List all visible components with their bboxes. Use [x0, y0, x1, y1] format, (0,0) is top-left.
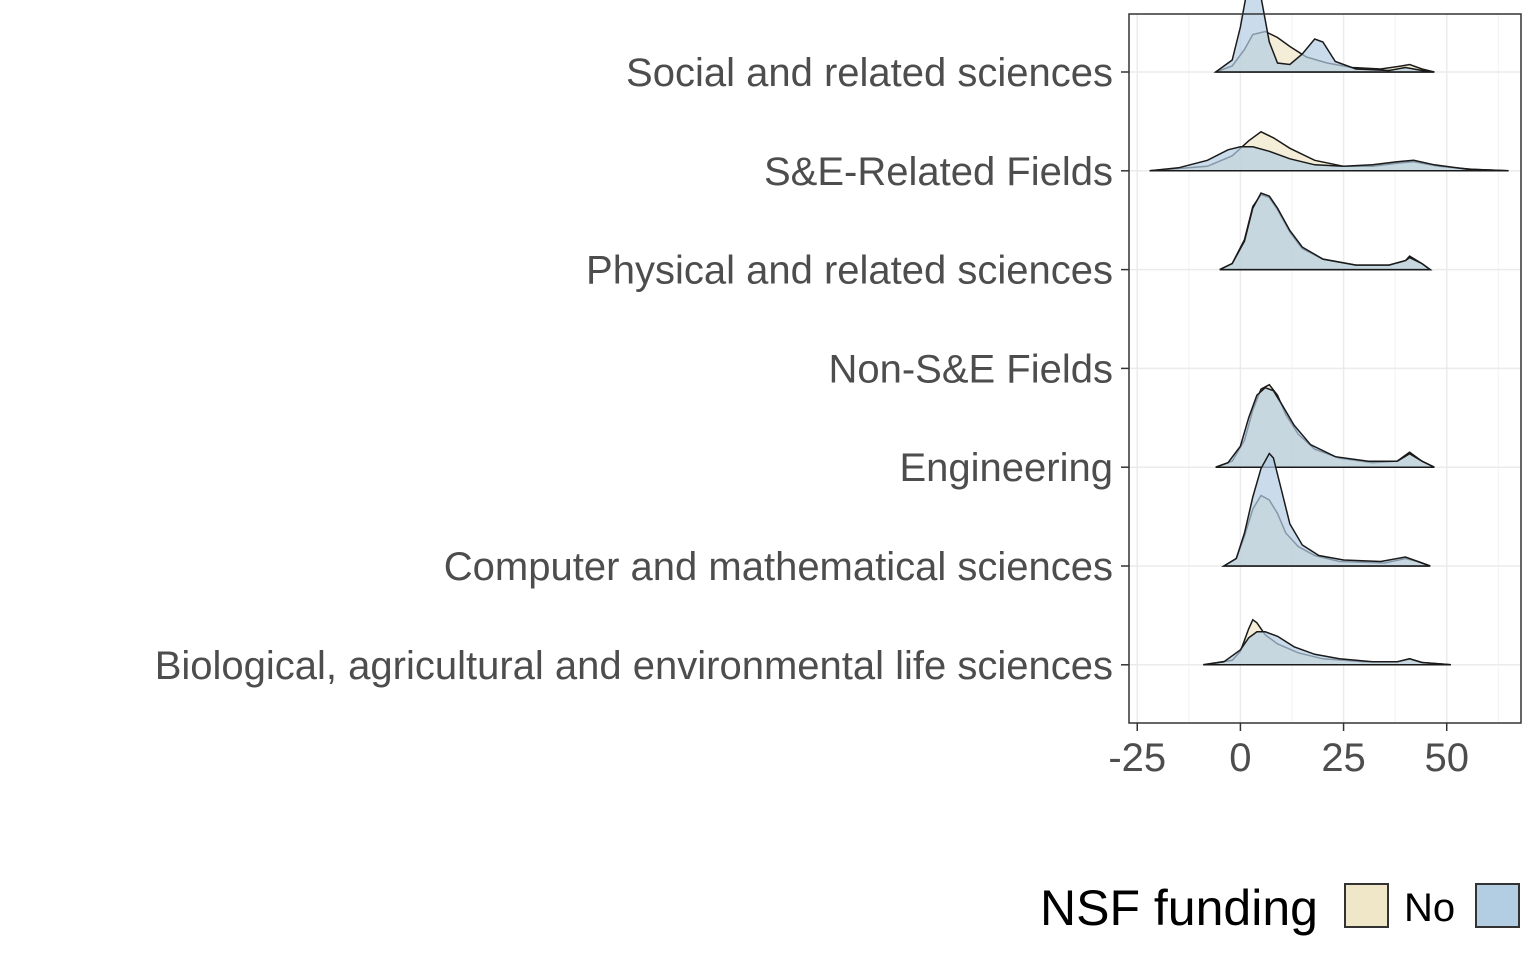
legend-label-no: No	[1404, 886, 1455, 930]
density-ridge-second-4	[1220, 193, 1430, 270]
x-tick-label: 25	[1321, 736, 1366, 780]
grid-layer	[1129, 14, 1521, 723]
legend-key-second	[1476, 884, 1519, 927]
density-ridge-second-1	[1224, 454, 1430, 567]
density-ridge-second-5	[1150, 147, 1509, 171]
category-label: Physical and related sciences	[586, 249, 1113, 293]
category-label: S&E-Related Fields	[764, 150, 1113, 194]
legend: NSF funding No	[1040, 880, 1519, 936]
ridge-layer	[1150, 0, 1509, 665]
legend-title: NSF funding	[1040, 880, 1318, 936]
category-label: Computer and mathematical sciences	[444, 545, 1113, 589]
x-tick-label: 0	[1229, 736, 1251, 780]
category-label: Engineering	[900, 446, 1114, 490]
category-label: Social and related sciences	[626, 51, 1113, 95]
density-ridge-second-2	[1216, 388, 1435, 468]
category-label: Non-S&E Fields	[828, 347, 1113, 391]
density-ridge-second-6	[1216, 0, 1435, 72]
x-tick-label: -25	[1108, 736, 1166, 780]
x-tick-label: 50	[1424, 736, 1469, 780]
category-label: Biological, agricultural and environment…	[155, 644, 1113, 688]
legend-key-no	[1345, 884, 1388, 927]
